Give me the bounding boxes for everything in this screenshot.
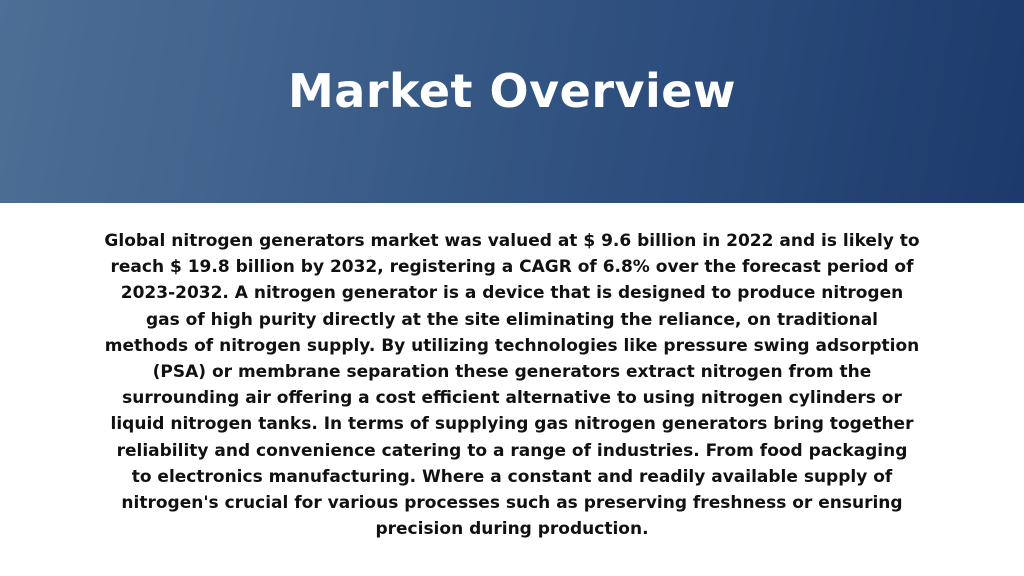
market-overview-paragraph: Global nitrogen generators market was va… <box>104 231 920 540</box>
title-banner: Market Overview <box>0 0 1024 203</box>
slide-title: Market Overview <box>288 63 736 118</box>
